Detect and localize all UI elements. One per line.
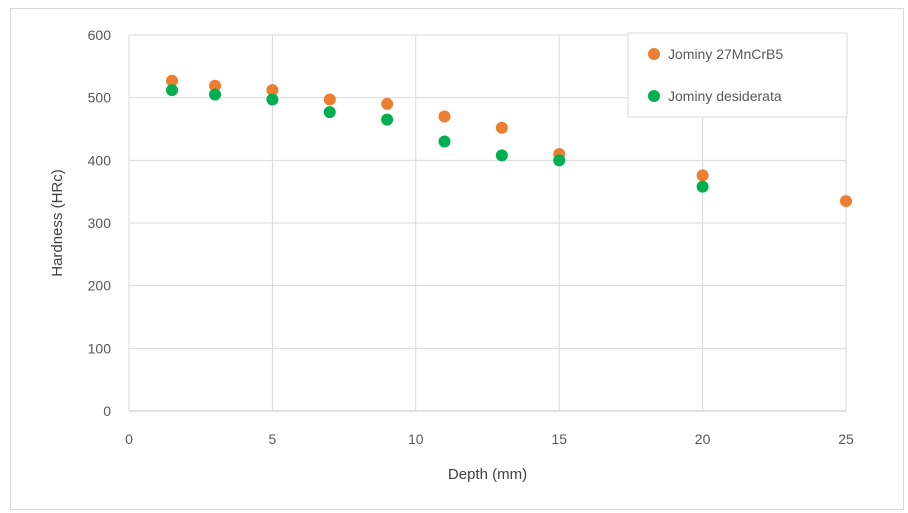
y-tick-label: 200 (88, 278, 112, 294)
point-jominy-desiderata (553, 154, 566, 167)
y-tick-label: 600 (88, 27, 112, 43)
point-jominy-27mncrb5 (840, 195, 852, 208)
point-jominy-27mncrb5 (495, 121, 508, 134)
x-tick-label: 20 (695, 431, 711, 447)
legend-marker-jominy-desiderata (648, 90, 660, 102)
y-tick-label: 500 (88, 90, 112, 106)
point-jominy-27mncrb5 (323, 93, 336, 106)
point-jominy-27mncrb5 (209, 79, 222, 92)
y-tick-label: 300 (88, 215, 112, 231)
point-jominy-desiderata (209, 88, 222, 101)
legend-marker-jominy-27mncrb5 (648, 48, 660, 60)
y-axis-title: Hardness (HRc) (49, 169, 66, 277)
legend-label-jominy-27mncrb5: Jominy 27MnCrB5 (668, 46, 783, 62)
point-jominy-27mncrb5 (696, 169, 709, 182)
point-jominy-desiderata (323, 106, 336, 119)
x-axis-title: Depth (mm) (448, 466, 527, 483)
point-jominy-desiderata (495, 149, 508, 162)
legend: Jominy 27MnCrB5 Jominy desiderata (627, 32, 848, 118)
x-tick-label: 0 (125, 431, 133, 447)
x-tick-label: 5 (269, 431, 277, 447)
point-jominy-desiderata (381, 113, 394, 126)
point-jominy-27mncrb5 (438, 110, 451, 123)
y-tick-labels: 0 100 200 300 400 500 600 (88, 27, 112, 419)
legend-box (627, 32, 848, 118)
y-tick-label: 0 (103, 403, 111, 419)
point-jominy-desiderata (696, 180, 709, 193)
y-tick-label: 400 (88, 152, 112, 168)
x-tick-label: 10 (408, 431, 424, 447)
point-jominy-27mncrb5 (166, 74, 179, 87)
point-jominy-27mncrb5 (381, 97, 394, 110)
x-tick-label: 15 (551, 431, 567, 447)
point-jominy-27mncrb5 (266, 84, 279, 97)
point-jominy-desiderata (166, 84, 179, 97)
data-points (166, 74, 852, 208)
point-jominy-desiderata (266, 93, 279, 106)
x-tick-labels: 0 5 10 15 20 25 (125, 431, 854, 447)
x-tick-label: 25 (838, 431, 854, 447)
y-tick-label: 100 (88, 340, 112, 356)
point-jominy-desiderata (438, 135, 451, 148)
legend-label-jominy-desiderata: Jominy desiderata (668, 88, 782, 104)
